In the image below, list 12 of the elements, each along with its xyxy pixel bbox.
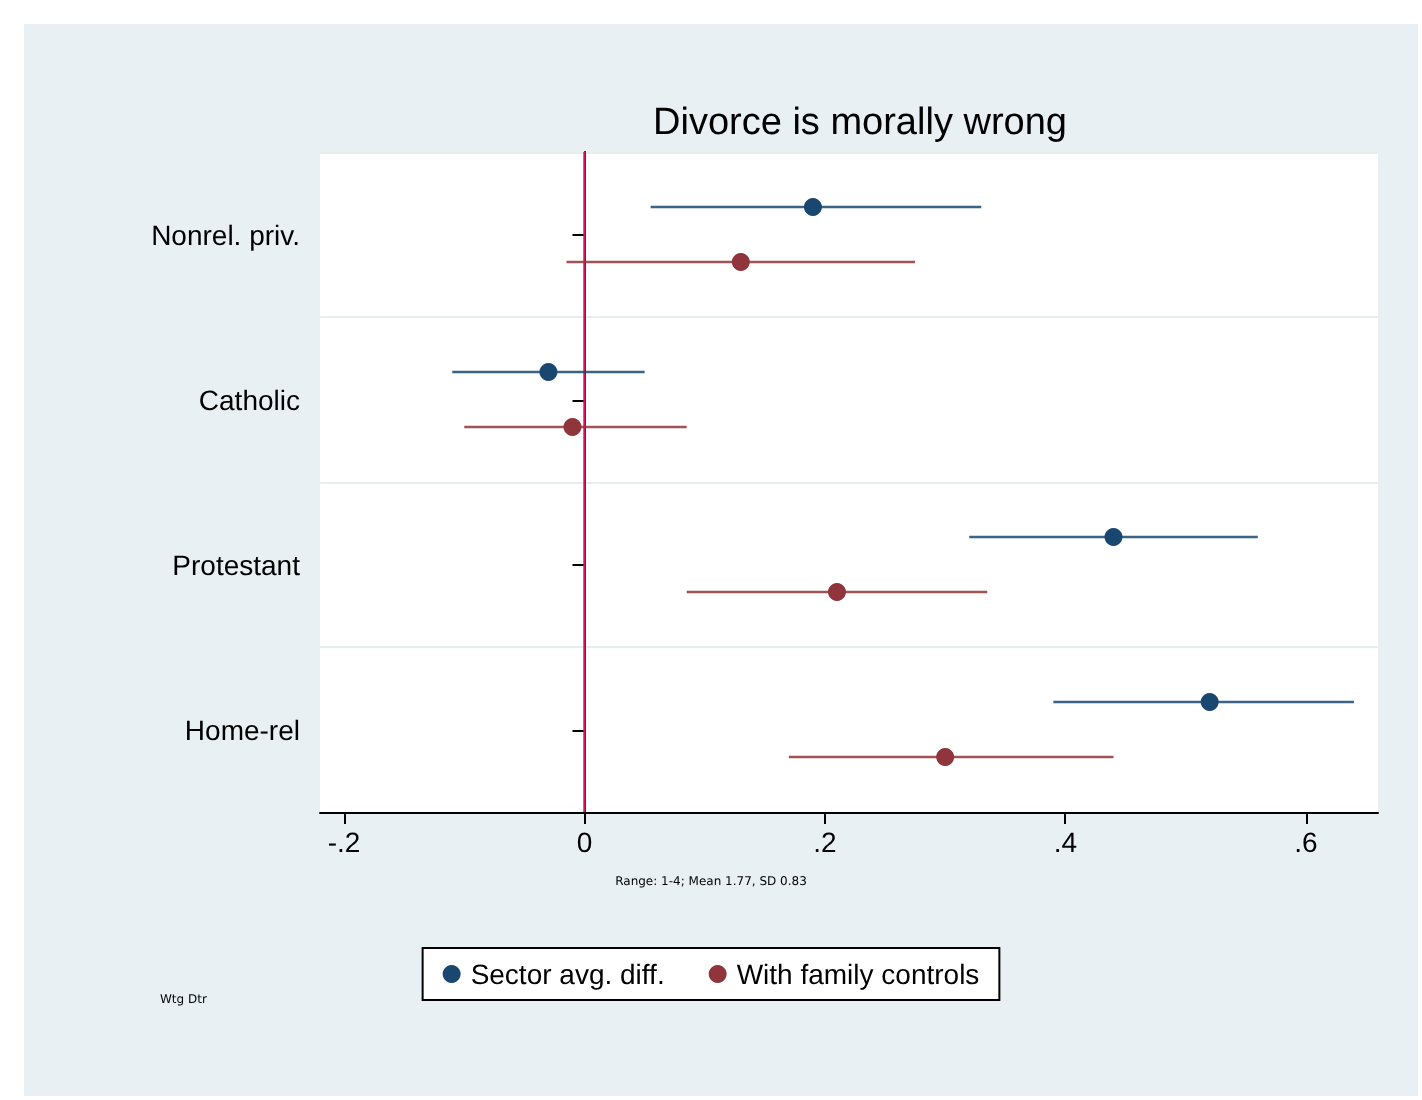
x-tick-label: .4: [1053, 826, 1078, 858]
legend-label: Sector avg. diff.: [470, 958, 665, 990]
x-tick-label: -.2: [327, 826, 361, 858]
x-tick-label: .6: [1294, 826, 1318, 858]
y-tick-label: Nonrel. priv.: [151, 218, 300, 251]
x-tick-label: 0: [576, 826, 593, 858]
y-tick-label: Home-rel: [184, 713, 300, 746]
y-tick-label: Protestant: [172, 548, 301, 581]
legend-label: With family controls: [736, 958, 980, 990]
chart-title: Divorce is morally wrong: [653, 102, 1067, 144]
x-tick-label: .2: [813, 826, 838, 858]
y-tick-label: Catholic: [198, 383, 300, 416]
